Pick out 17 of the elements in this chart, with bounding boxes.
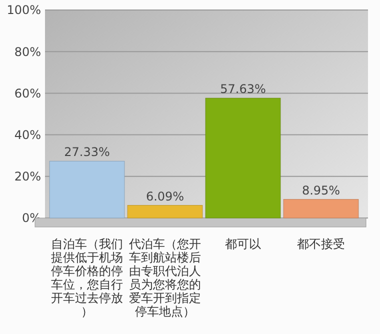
x-tick-label: 自泊车（我们提供低于机场停车价格的停车位，您自行开车过去停放） [51, 237, 123, 318]
bar [205, 98, 281, 218]
bar [283, 199, 359, 218]
data-label: 8.95% [302, 183, 340, 198]
data-label: 27.33% [64, 145, 110, 160]
bar [49, 160, 125, 218]
x-tick-label: 都不接受 [297, 237, 345, 251]
y-tick-label: 40% [14, 128, 41, 142]
x-tick-label: 都可以 [225, 237, 261, 251]
data-label: 6.09% [146, 189, 184, 204]
x-tick-label: 代泊车（您开车到航站楼后由专职代泊人员为您将您的爱车开到指定停车地点） [128, 237, 201, 318]
bar [127, 205, 203, 218]
y-tick-label: 60% [14, 86, 41, 100]
y-tick-label: 80% [14, 44, 41, 59]
data-label: 57.63% [220, 82, 266, 96]
y-tick-label: 20% [14, 170, 41, 184]
y-tick-label: 100% [6, 3, 41, 18]
